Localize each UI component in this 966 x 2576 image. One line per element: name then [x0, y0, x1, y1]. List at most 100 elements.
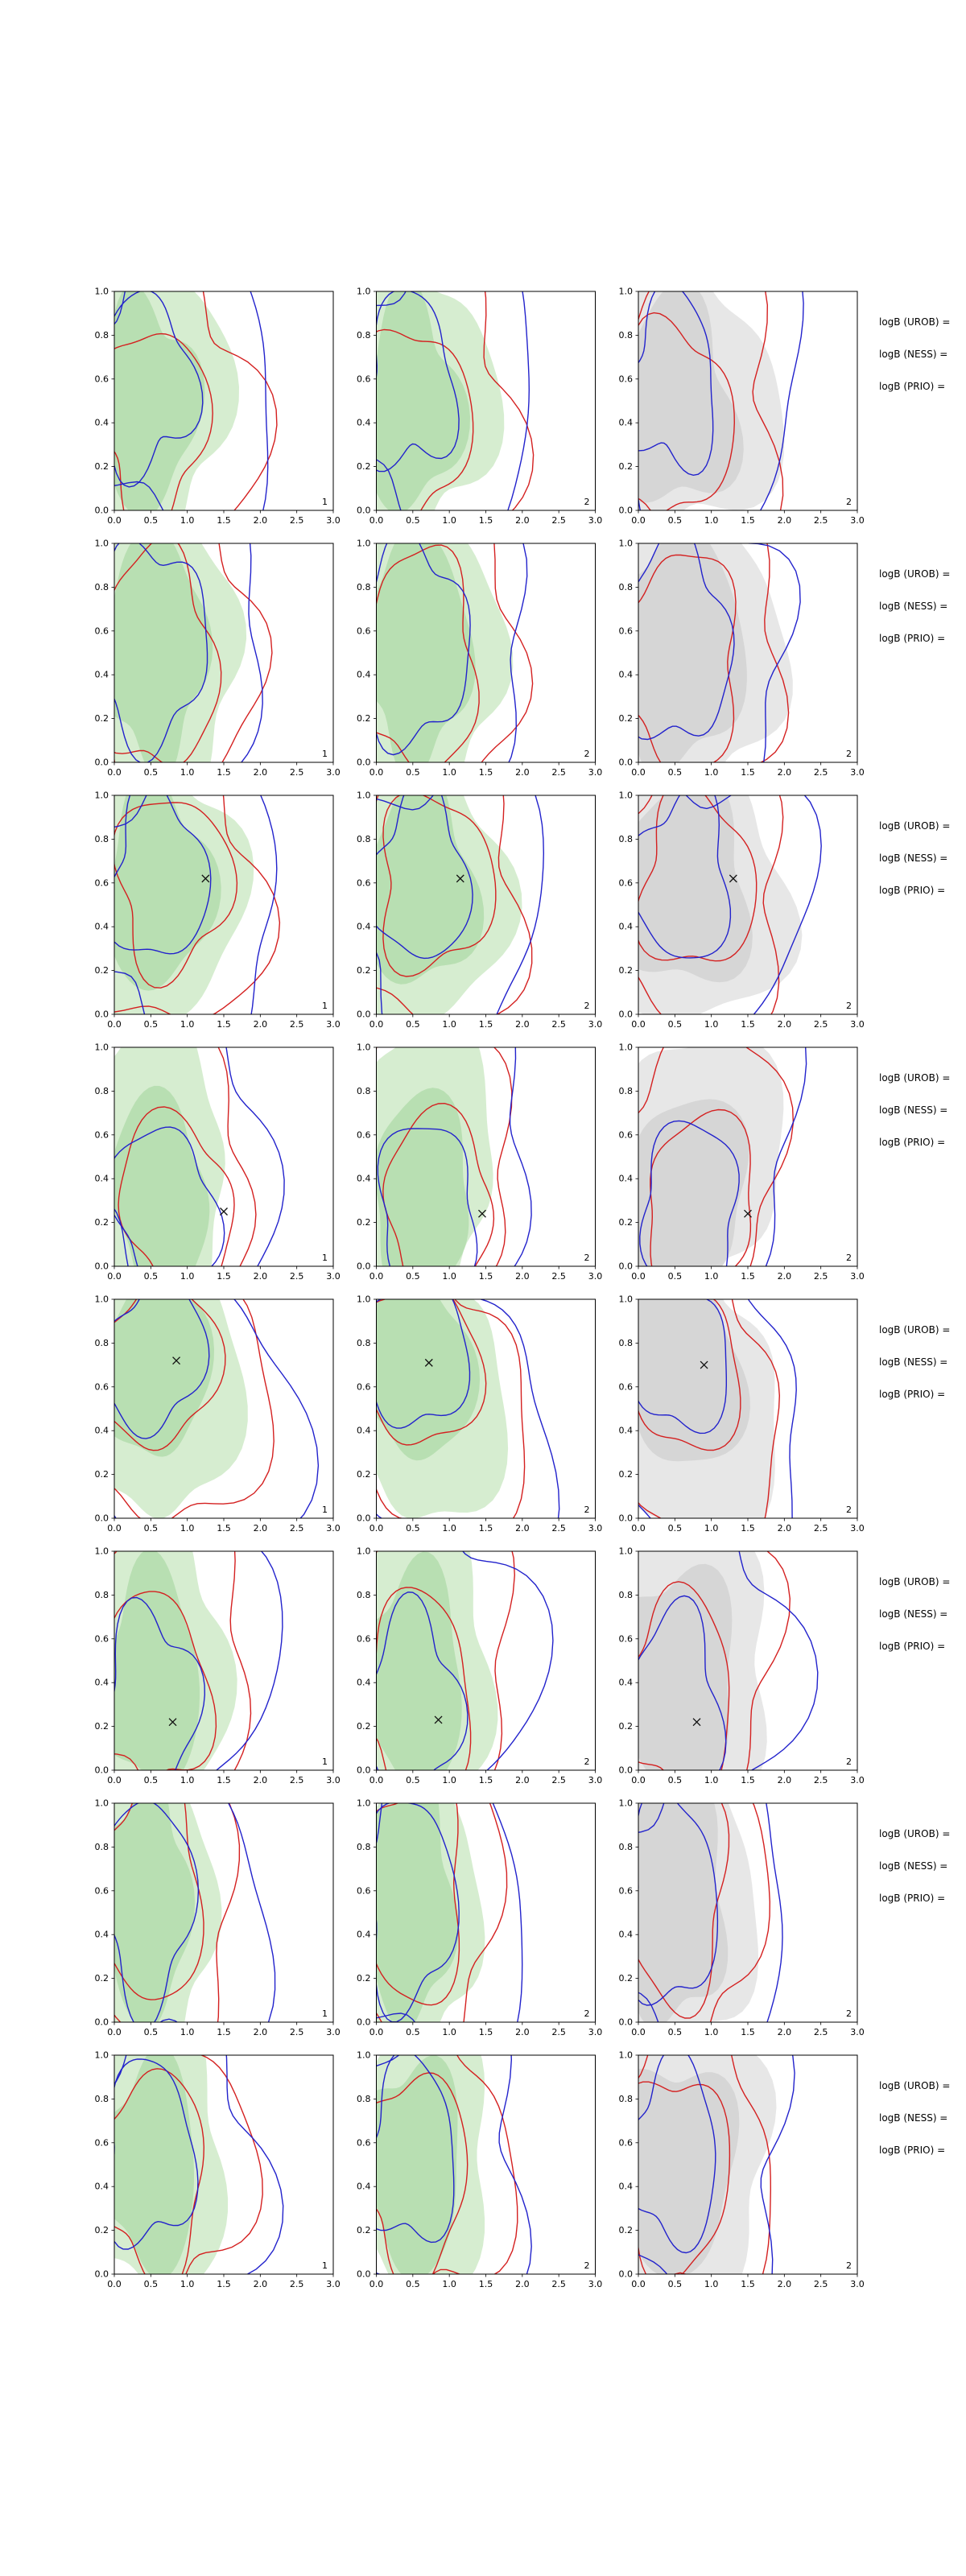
y-tick-label: 1.0 [95, 791, 109, 801]
x-tick-label: 2.5 [551, 767, 566, 778]
x-tick-label: 1.0 [442, 515, 456, 526]
y-tick-label: 0.4 [619, 1174, 634, 1184]
x-tick-label: 1.5 [479, 2279, 493, 2289]
x-tick-label: 1.0 [442, 767, 456, 778]
y-tick-label: 0.2 [95, 1217, 109, 1228]
gray-density-fill [638, 291, 744, 503]
x-tick-label: 2.5 [290, 1271, 304, 1282]
x-tick-label: 0.5 [668, 515, 683, 526]
y-tick-label: 0.8 [357, 834, 371, 844]
y-tick-label: 0.6 [619, 2137, 634, 2148]
x-tick-label: 2.0 [254, 515, 268, 526]
y-tick-label: 0.0 [357, 1513, 371, 1524]
x-tick-label: 1.0 [442, 1271, 456, 1282]
x-tick-label: 0.0 [107, 767, 122, 778]
y-tick-label: 0.6 [95, 1129, 109, 1140]
x-tick-label: 2.5 [551, 1775, 566, 1785]
x-tick-label: 0.5 [144, 2279, 159, 2289]
x-tick-label: 3.0 [326, 515, 341, 526]
y-tick-label: 0.4 [619, 418, 634, 428]
x-tick-label: 2.0 [254, 1775, 268, 1785]
x-tick-label: 2.5 [814, 1775, 828, 1785]
x-tick-label: 2.5 [814, 515, 828, 526]
x-tick-label: 2.0 [254, 2279, 268, 2289]
y-tick-label: 0.6 [357, 877, 371, 888]
x-tick-label: 2.5 [290, 1019, 304, 1030]
y-tick-label: 1.0 [619, 1546, 634, 1557]
x-tick-label: 2.5 [290, 2279, 304, 2289]
y-tick-label: 0.2 [357, 1469, 371, 1480]
y-tick-label: 0.8 [357, 330, 371, 341]
y-tick-label: 0.2 [357, 965, 371, 976]
y-tick-label: 0.4 [95, 922, 109, 932]
x-marker-icon [434, 1715, 443, 1724]
contour-panel: 0.0 0.5 1.0 1.5 2.0 2.5 3.0 0.0 0.2 0.4 0.6 0.8 1.0 2 [619, 1798, 865, 2038]
green-density-fill [376, 291, 470, 510]
x-tick-label: 2.5 [814, 767, 828, 778]
y-tick-label: 0.2 [95, 1469, 109, 1480]
panel-corner-label: 2 [584, 749, 590, 759]
y-tick-label: 0.6 [95, 625, 109, 636]
x-tick-label: 1.0 [704, 1523, 719, 1534]
x-tick-label: 3.0 [588, 2279, 603, 2289]
y-tick-label: 0.4 [95, 1678, 109, 1688]
x-tick-label: 2.0 [778, 1271, 792, 1282]
y-tick-label: 0.6 [357, 1129, 371, 1140]
x-tick-label: 0.0 [369, 1019, 384, 1030]
x-marker-icon [456, 874, 464, 883]
contour-panel: 0.0 0.5 1.0 1.5 2.0 2.5 3.0 0.0 0.2 0.4 0.6 0.8 1.0 2 [357, 287, 602, 526]
x-tick-label: 0.5 [668, 1523, 683, 1534]
x-tick-label: 2.0 [515, 515, 530, 526]
x-tick-label: 3.0 [326, 1019, 341, 1030]
red-contour-line [382, 795, 497, 977]
x-tick-label: 2.0 [515, 1523, 530, 1534]
x-tick-label: 1.5 [479, 1019, 493, 1030]
red-contour-line [376, 544, 480, 762]
x-tick-label: 1.5 [741, 2279, 755, 2289]
y-tick-label: 0.8 [619, 1590, 634, 1600]
x-tick-label: 2.5 [290, 2027, 304, 2037]
y-tick-label: 0.0 [619, 1009, 634, 1020]
panel-corner-label: 1 [322, 497, 328, 507]
x-tick-label: 0.5 [668, 1019, 683, 1030]
green-density-fill [376, 1088, 469, 1266]
y-tick-label: 1.0 [357, 1042, 371, 1053]
green-density-fill [114, 543, 213, 762]
red-contour-line [638, 795, 758, 962]
y-tick-label: 0.6 [357, 374, 371, 384]
gray-density-fill [638, 1803, 729, 2022]
y-tick-label: 0.6 [619, 625, 634, 636]
y-tick-label: 0.4 [95, 1174, 109, 1184]
red-contour-line [114, 1803, 204, 2000]
y-tick-label: 0.0 [95, 1261, 109, 1272]
y-tick-label: 0.4 [357, 418, 371, 428]
x-tick-label: 1.0 [704, 1271, 719, 1282]
y-tick-label: 0.8 [619, 1338, 634, 1348]
x-tick-label: 0.5 [144, 1523, 159, 1534]
contour-panel: 0.0 0.5 1.0 1.5 2.0 2.5 3.0 0.0 0.2 0.4 0.6 0.8 1.0 2 [619, 2050, 865, 2290]
x-tick-label: 0.0 [107, 1775, 122, 1785]
x-tick-label: 0.0 [107, 515, 122, 526]
gray-density-fill [638, 2068, 740, 2274]
y-tick-label: 0.6 [619, 1129, 634, 1140]
x-tick-label: 0.5 [668, 767, 683, 778]
panel-corner-label: 2 [846, 2260, 852, 2271]
x-tick-label: 2.0 [778, 2027, 792, 2037]
y-tick-label: 1.0 [619, 791, 634, 801]
x-tick-label: 1.0 [704, 2027, 719, 2037]
y-tick-label: 0.2 [619, 461, 634, 472]
x-tick-label: 1.0 [180, 1775, 195, 1785]
x-tick-label: 2.5 [551, 515, 566, 526]
x-tick-label: 3.0 [850, 1271, 865, 1282]
y-tick-label: 0.2 [619, 1469, 634, 1480]
panel-corner-label: 1 [322, 1253, 328, 1263]
blue-contour-line [376, 1299, 560, 1518]
x-tick-label: 3.0 [588, 767, 603, 778]
x-tick-label: 0.5 [406, 2279, 420, 2289]
y-tick-label: 0.4 [357, 922, 371, 932]
y-tick-label: 0.0 [619, 1513, 634, 1524]
x-tick-label: 3.0 [326, 1775, 341, 1785]
x-marker-icon [220, 1208, 228, 1216]
x-tick-label: 1.5 [217, 1019, 231, 1030]
x-tick-label: 2.0 [254, 767, 268, 778]
